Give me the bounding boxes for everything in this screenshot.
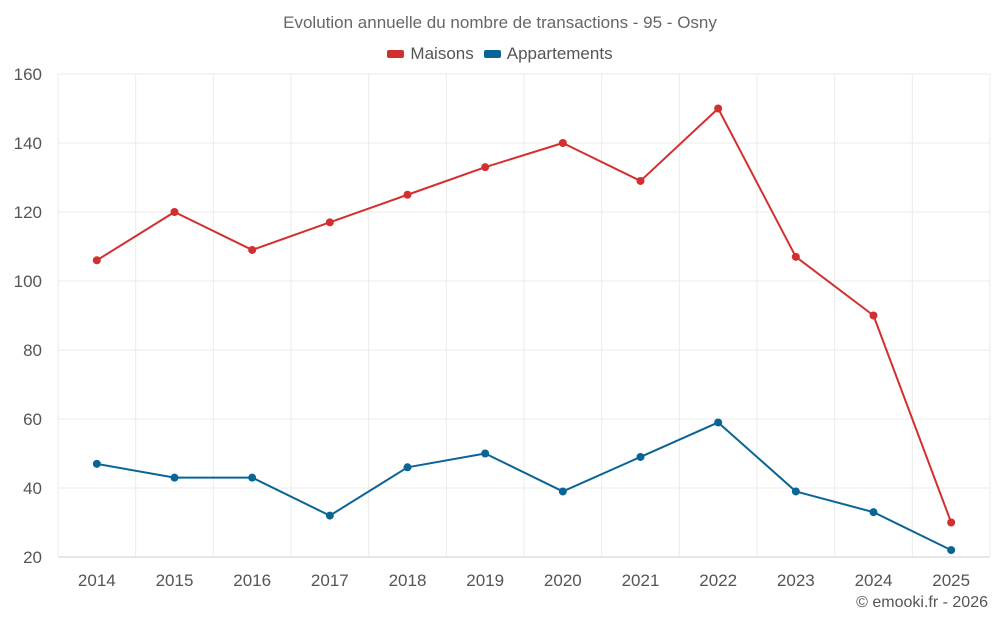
legend: Maisons Appartements [0, 44, 1000, 64]
y-tick-label: 60 [23, 410, 42, 429]
data-point-maisons-2024 [869, 311, 878, 320]
x-tick-label: 2017 [311, 571, 349, 590]
data-point-maisons-2020 [558, 139, 567, 147]
data-point-appartements-2015 [170, 473, 179, 482]
data-point-maisons-2022 [714, 104, 723, 113]
data-point-appartements-2025 [947, 546, 956, 555]
legend-label-maisons: Maisons [410, 44, 474, 63]
data-point-appartements-2023 [791, 487, 800, 496]
series-line-maisons [96, 107, 953, 523]
series-line-appartements [96, 421, 952, 551]
data-point-appartements-2020 [558, 487, 567, 496]
y-tick-label: 20 [23, 548, 42, 567]
x-tick-label: 2025 [932, 571, 970, 590]
data-point-maisons-2023 [791, 252, 800, 261]
data-point-maisons-2018 [403, 190, 412, 199]
y-tick-label: 80 [23, 341, 42, 360]
data-point-appartements-2018 [403, 463, 412, 472]
x-tick-label: 2016 [233, 571, 271, 590]
y-tick-label: 100 [14, 272, 42, 291]
y-tick-label: 40 [23, 479, 42, 498]
x-tick-label: 2023 [777, 571, 815, 590]
legend-swatch-appartements [483, 50, 501, 58]
data-point-appartements-2024 [869, 508, 878, 517]
data-point-maisons-2021 [636, 176, 645, 185]
x-tick-label: 2020 [544, 571, 582, 590]
legend-label-appartements: Appartements [506, 44, 613, 63]
data-point-appartements-2019 [481, 449, 490, 458]
data-point-appartements-2022 [714, 418, 723, 427]
x-tick-label: 2022 [699, 571, 737, 590]
data-point-appartements-2017 [325, 511, 334, 520]
data-point-maisons-2014 [92, 256, 101, 265]
y-tick-label: 160 [14, 65, 42, 84]
x-tick-label: 2018 [389, 571, 427, 590]
data-point-maisons-2017 [325, 218, 334, 227]
data-point-maisons-2025 [947, 518, 956, 527]
data-point-appartements-2016 [248, 473, 257, 482]
x-tick-label: 2015 [156, 571, 194, 590]
data-point-appartements-2021 [636, 452, 645, 461]
legend-item-appartements[interactable]: Appartements [483, 44, 613, 64]
data-point-maisons-2019 [481, 163, 490, 172]
data-point-appartements-2014 [92, 459, 101, 468]
chart-title: Evolution annuelle du nombre de transact… [283, 13, 717, 32]
data-point-maisons-2016 [248, 245, 257, 254]
x-tick-label: 2021 [622, 571, 660, 590]
x-tick-label: 2014 [78, 571, 116, 590]
legend-item-maisons[interactable]: Maisons [387, 44, 474, 64]
x-tick-label: 2024 [855, 571, 893, 590]
data-point-maisons-2015 [170, 208, 179, 216]
credit-text: © emooki.fr - 2026 [856, 594, 988, 611]
y-tick-label: 140 [14, 134, 42, 153]
y-tick-label: 120 [14, 203, 42, 222]
x-tick-label: 2019 [466, 571, 504, 590]
legend-swatch-maisons [387, 50, 405, 58]
